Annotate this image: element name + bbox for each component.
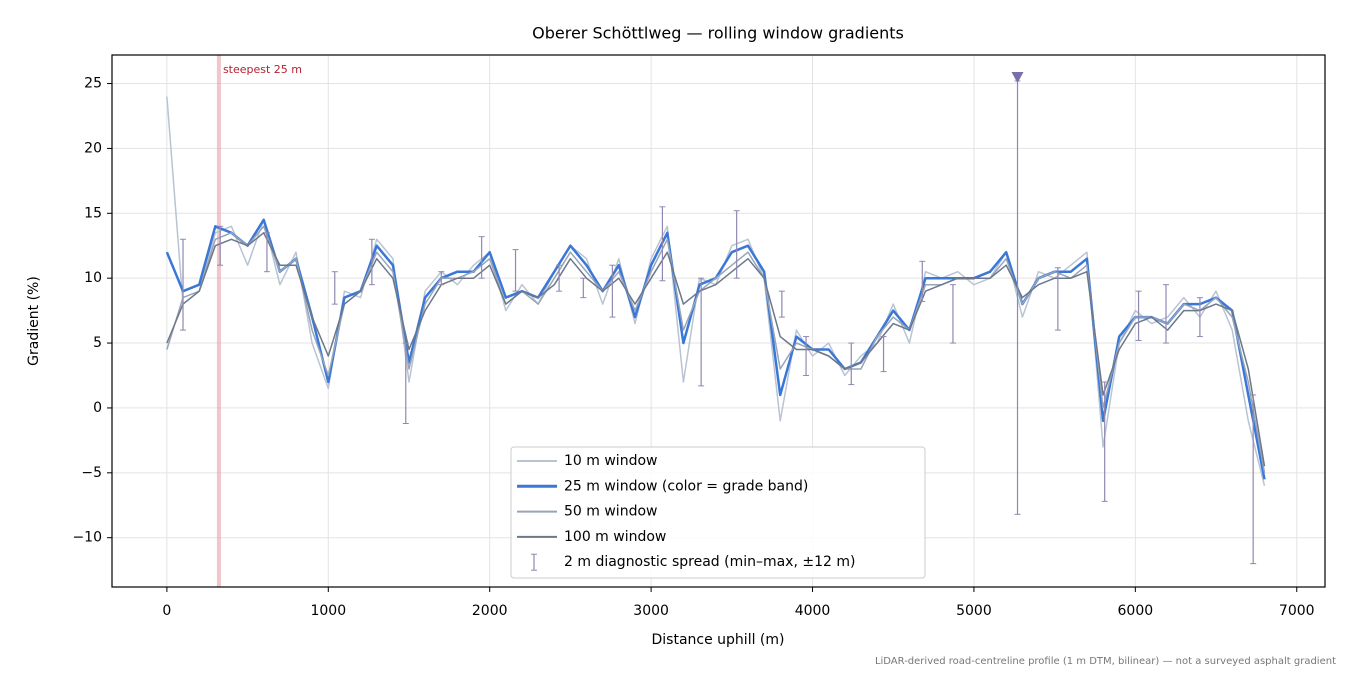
- peak-marker: [1011, 72, 1024, 84]
- legend-label: 25 m window (color = grade band): [564, 478, 808, 494]
- chart-title: Oberer Schöttlweg — rolling window gradi…: [532, 24, 904, 43]
- x-tick-label: 0: [162, 603, 171, 619]
- series-line: [165, 218, 1266, 480]
- y-tick-label: 25: [84, 76, 102, 92]
- plot-area: [165, 55, 1266, 587]
- annotation: steepest 25 m: [223, 63, 302, 76]
- y-tick-label: 20: [84, 140, 102, 156]
- x-tick-label: 7000: [1279, 603, 1315, 619]
- x-tick-label: 2000: [472, 603, 508, 619]
- series-line: [166, 96, 1266, 486]
- y-tick-label: −10: [72, 530, 102, 546]
- x-tick-label: 1000: [310, 603, 346, 619]
- legend-label: 2 m diagnostic spread (min–max, ±12 m): [564, 554, 855, 570]
- legend-label: 50 m window: [564, 504, 657, 520]
- y-tick-label: 15: [84, 205, 102, 221]
- legend-label: 100 m window: [564, 529, 666, 545]
- x-axis-label: Distance uphill (m): [652, 632, 785, 648]
- series-line: [166, 225, 1266, 473]
- y-tick-label: −5: [81, 465, 102, 481]
- series-line: [166, 232, 1266, 467]
- y-tick-label: 5: [93, 335, 102, 351]
- x-tick-label: 4000: [795, 603, 831, 619]
- steepest-band: [216, 55, 221, 587]
- legend-label: 10 m window: [564, 453, 657, 469]
- y-tick-label: 10: [84, 270, 102, 286]
- x-tick-label: 6000: [1118, 603, 1154, 619]
- footnote: LiDAR-derived road-centreline profile (1…: [875, 656, 1336, 667]
- plot-frame: [111, 54, 1326, 588]
- x-tick-label: 5000: [956, 603, 992, 619]
- y-tick-label: 0: [93, 400, 102, 416]
- x-tick-label: 3000: [633, 603, 669, 619]
- legend-box: [510, 446, 926, 579]
- y-axis-label: Gradient (%): [26, 276, 42, 366]
